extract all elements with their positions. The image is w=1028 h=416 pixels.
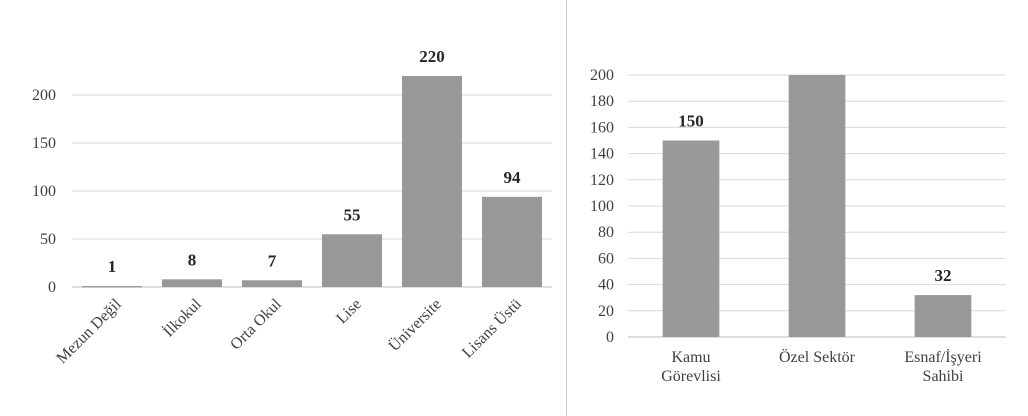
data-label: 7: [268, 251, 277, 270]
data-label: 32: [935, 266, 952, 285]
y-tick-label: 200: [590, 67, 614, 84]
bar: [662, 140, 720, 337]
category-label: Lise: [333, 296, 364, 327]
occupation-chart: 0 20 40 60 80 100 120 140 160 180 200 150 Kamu Görevl…: [566, 0, 1028, 416]
y-tick-label: 200: [32, 87, 56, 104]
y-tick-label: 180: [590, 93, 614, 110]
category-label: Özel Sektör: [779, 348, 856, 366]
y-tick-label: 0: [48, 279, 56, 296]
occupation-bar-chart: 0 20 40 60 80 100 120 140 160 180 200 150 Kamu Görevl…: [590, 67, 1006, 385]
category-label: Esnaf/İşyeri: [904, 348, 982, 366]
y-tick-label: 100: [32, 183, 56, 200]
y-tick-label: 140: [590, 146, 614, 163]
education-chart: 0 50 100 150 200 1 Mezun Değil 8 İlkokul 7 Orta Ok…: [32, 47, 552, 367]
bar: [162, 279, 222, 287]
panel-divider: [566, 0, 567, 416]
y-tick-label: 80: [598, 224, 614, 241]
y-tick-label: 50: [40, 231, 56, 248]
data-label: 220: [419, 47, 445, 66]
bar: [482, 196, 542, 287]
data-label: 150: [678, 112, 704, 131]
category-label: İlkokul: [159, 295, 205, 341]
data-label: 1: [108, 257, 117, 276]
y-tick-label: 40: [598, 277, 614, 294]
category-label: Mezun Değil: [53, 295, 125, 367]
y-tick-label: 100: [590, 198, 614, 215]
category-label: Orta Okul: [227, 295, 285, 353]
bar: [322, 234, 382, 287]
category-label: Üniversite: [385, 295, 445, 355]
bar: [242, 280, 302, 287]
bar: [402, 76, 462, 287]
bar: [914, 295, 972, 337]
category-label: Kamu: [671, 349, 710, 366]
y-tick-label: 20: [598, 303, 614, 320]
data-label: 8: [188, 250, 197, 269]
y-tick-label: 160: [590, 119, 614, 136]
y-tick-label: 0: [606, 329, 614, 346]
bar: [82, 286, 142, 288]
data-label: 94: [504, 168, 522, 187]
education-bar-chart: 0 50 100 150 200 1 Mezun Değil 8 İlkokul 7 Orta Ok…: [32, 47, 552, 367]
y-tick-label: 120: [590, 172, 614, 189]
category-label: Lisans Üstü: [458, 295, 524, 361]
data-label: 55: [344, 205, 361, 224]
bar: [788, 75, 846, 337]
y-tick-label: 150: [32, 135, 56, 152]
category-label: Görevlisi: [661, 368, 721, 385]
y-tick-label: 60: [598, 250, 614, 267]
category-label: Sahibi: [923, 368, 964, 385]
